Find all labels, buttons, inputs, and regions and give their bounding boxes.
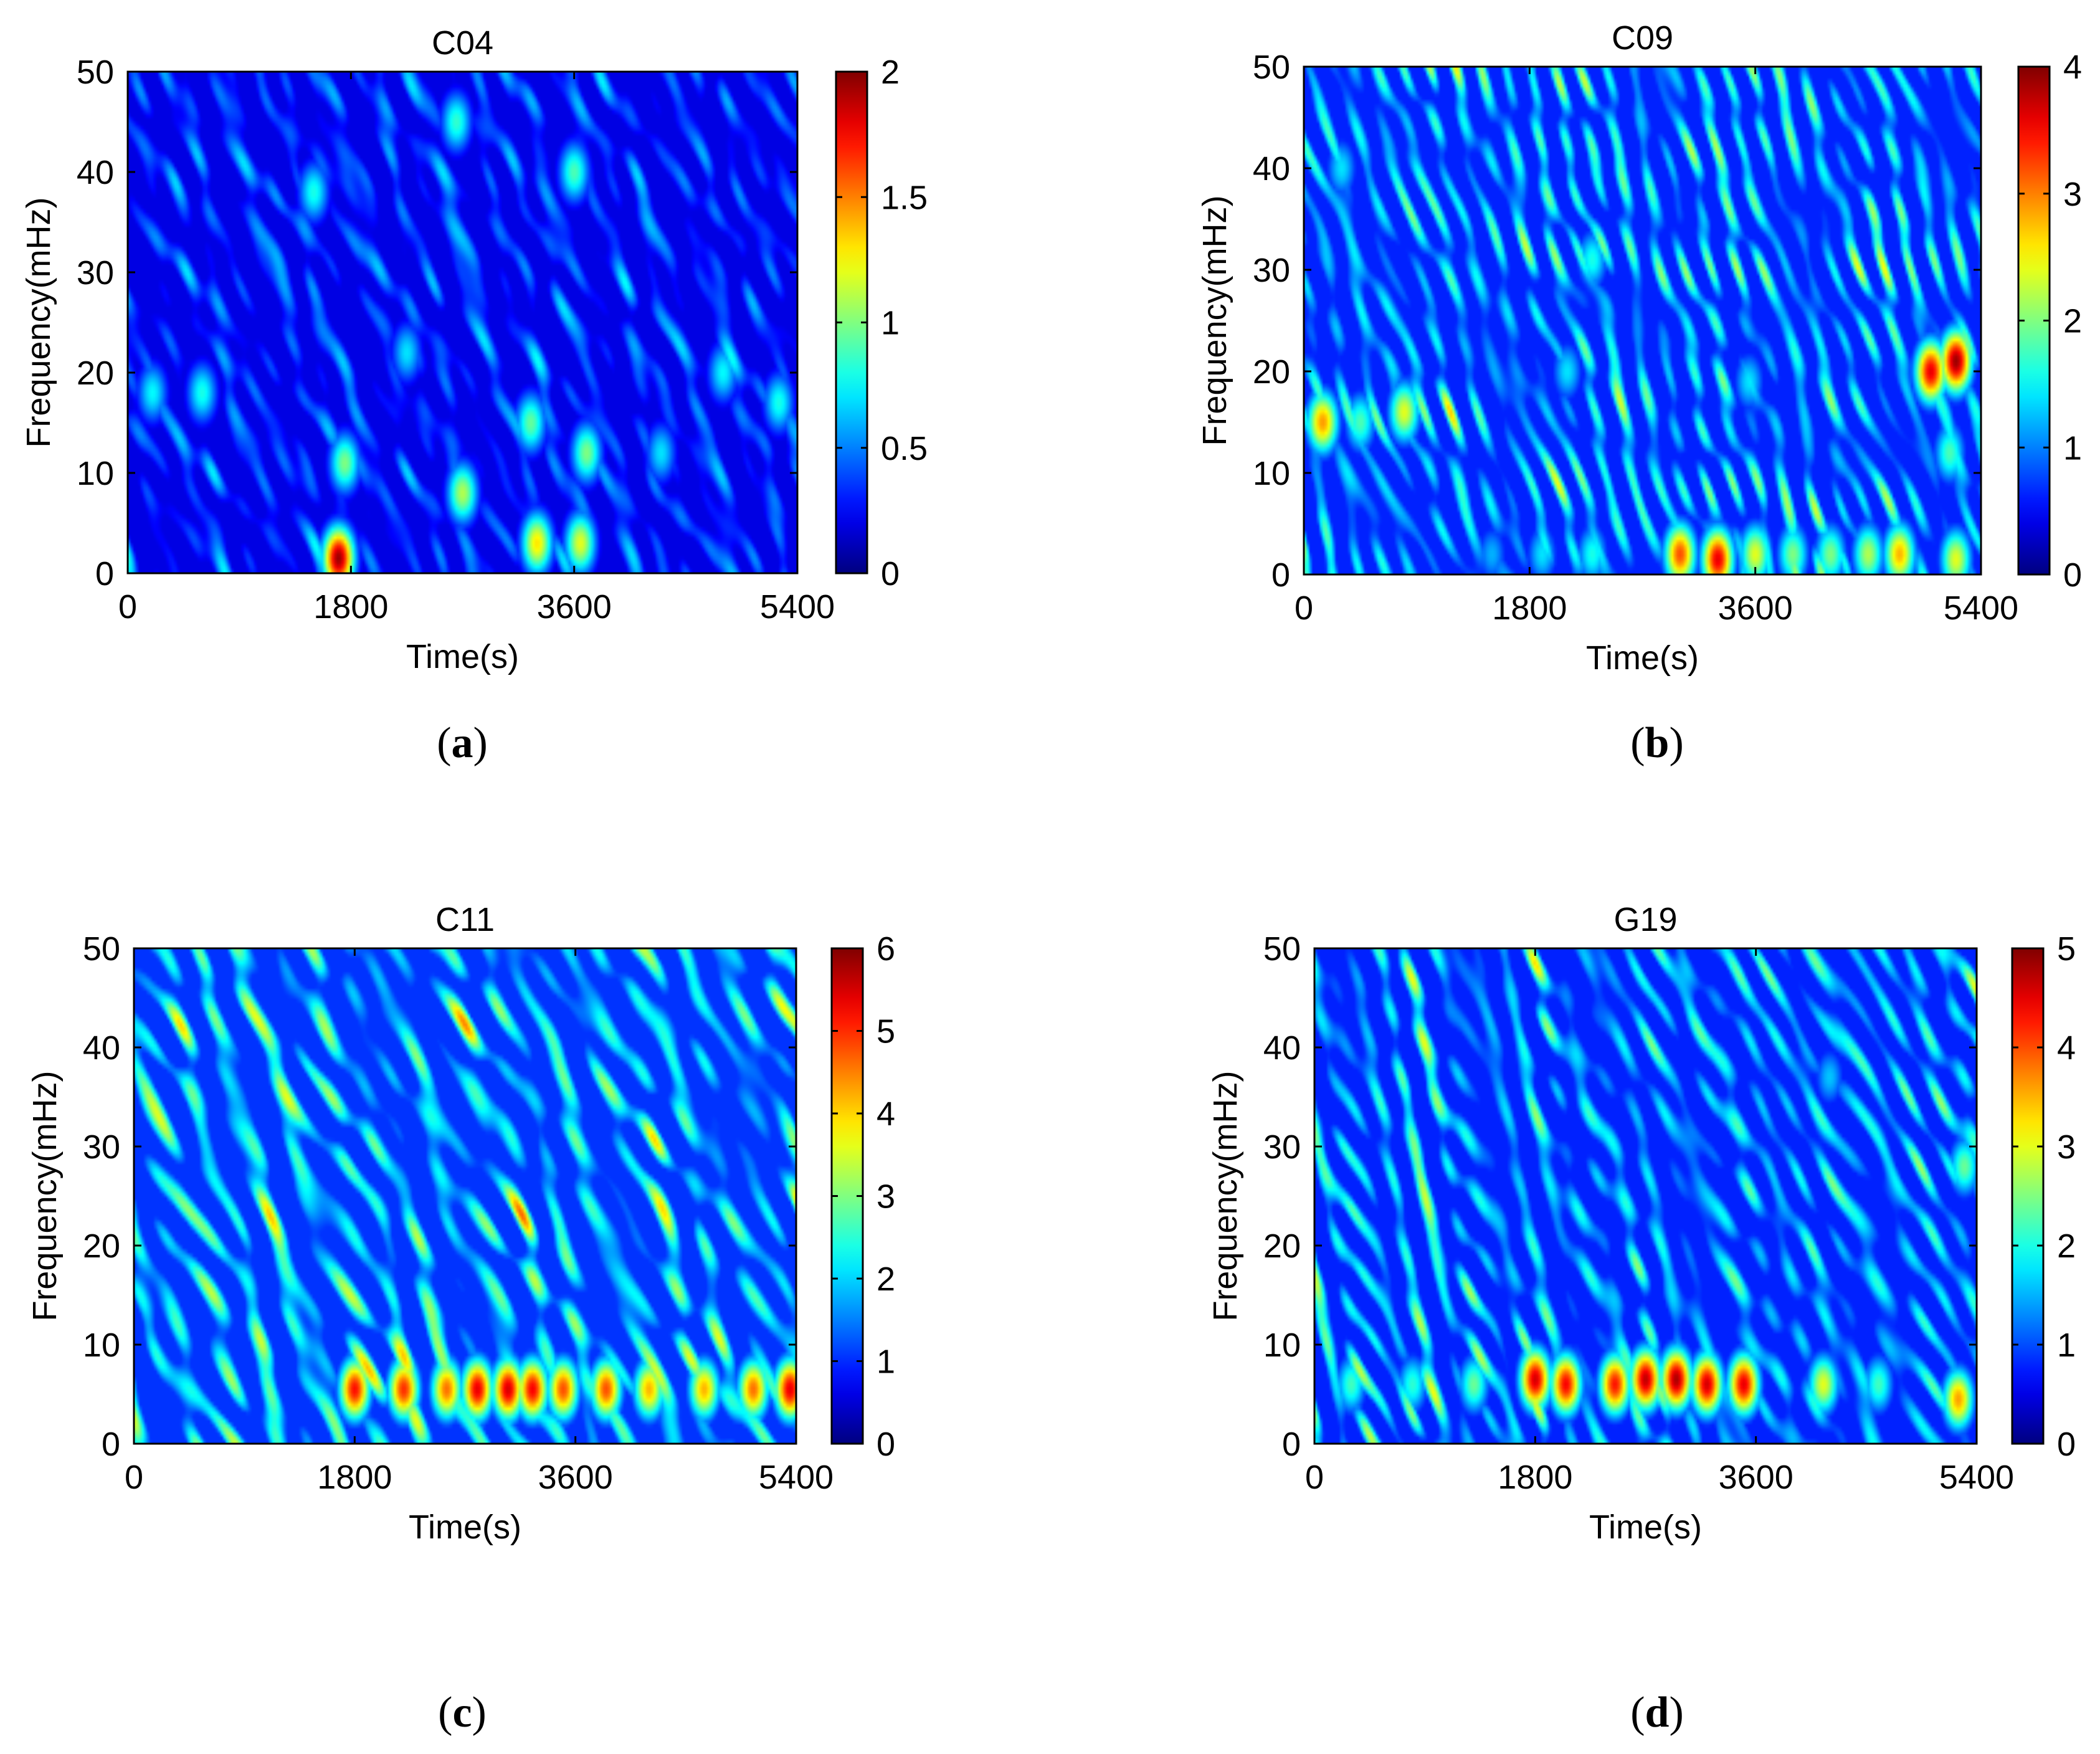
- panel-caption: (a): [437, 719, 488, 767]
- colorbar-tick-label: 0: [877, 1426, 895, 1463]
- panel-caption: (d): [1630, 1689, 1684, 1737]
- x-tick-label: 3600: [1719, 1459, 1794, 1496]
- colorbar-tick-label: 3: [877, 1178, 895, 1216]
- x-tick-label: 0: [1305, 1459, 1324, 1496]
- colorbar-tick-label: 6: [877, 930, 895, 968]
- y-tick-label: 20: [1263, 1227, 1301, 1265]
- y-tick-label: 20: [83, 1227, 120, 1265]
- heatmap-image: [1314, 948, 1977, 1444]
- heatmap-image: [1304, 67, 1981, 574]
- colorbar-tick-label: 0: [881, 555, 900, 593]
- chart-title: G19: [1613, 901, 1677, 938]
- y-axis-label: Frequency(mHz): [1196, 195, 1233, 446]
- y-tick-label: 50: [77, 54, 114, 91]
- y-axis-label: Frequency(mHz): [1207, 1070, 1244, 1321]
- y-tick-label: 0: [95, 555, 114, 593]
- colorbar-tick-label: 5: [877, 1013, 895, 1051]
- colorbar-tick-label: 1: [2063, 429, 2082, 467]
- colorbar-tick-label: 0.5: [881, 430, 928, 467]
- x-tick-label: 3600: [538, 1459, 613, 1496]
- y-tick-label: 0: [1271, 556, 1290, 594]
- y-tick-label: 10: [83, 1327, 120, 1364]
- colorbar-tick-label: 2: [877, 1261, 895, 1298]
- colorbar-tick-label: 3: [2057, 1128, 2076, 1166]
- y-tick-label: 30: [1253, 252, 1290, 289]
- y-tick-label: 20: [77, 355, 114, 392]
- y-tick-label: 50: [83, 930, 120, 968]
- colorbar-tick-label: 2: [2057, 1227, 2076, 1265]
- y-tick-label: 20: [1253, 353, 1290, 391]
- chart-title: C04: [432, 24, 493, 62]
- y-axis-label: Frequency(mHz): [26, 1070, 64, 1321]
- plot-frame: [133, 947, 797, 1445]
- x-tick-label: 5400: [1944, 589, 2018, 627]
- y-axis-label: Frequency(mHz): [20, 197, 57, 447]
- colorbar-tick-label: 4: [2057, 1029, 2076, 1067]
- y-tick-label: 10: [77, 455, 114, 492]
- panel-letter: a: [452, 719, 473, 767]
- colorbar-tick-label: 4: [877, 1095, 895, 1133]
- panel-letter: b: [1645, 719, 1670, 767]
- colorbar-tick-label: 2: [881, 54, 900, 91]
- colorbar-tick-label: 0: [2063, 556, 2082, 594]
- y-tick-label: 30: [83, 1128, 120, 1166]
- x-tick-label: 0: [125, 1459, 143, 1496]
- x-tick-label: 5400: [760, 588, 835, 626]
- x-tick-label: 1800: [1492, 589, 1567, 627]
- colorbar-tick-label: 5: [2057, 930, 2076, 968]
- panel-letter: c: [452, 1689, 472, 1737]
- chart-title: C11: [435, 901, 495, 938]
- colorbar-tick-label: 4: [2063, 49, 2082, 86]
- y-tick-label: 40: [1263, 1029, 1301, 1067]
- colorbar-tick-label: 1: [2057, 1327, 2076, 1364]
- colorbar-tick-label: 1.5: [881, 179, 928, 216]
- y-tick-label: 30: [77, 254, 114, 292]
- x-tick-label: 1800: [313, 588, 388, 626]
- x-axis-label: Time(s): [406, 638, 519, 675]
- colorbar-tick-label: 1: [877, 1343, 895, 1381]
- chart-title: C09: [1612, 19, 1673, 57]
- x-tick-label: 3600: [1718, 589, 1793, 627]
- colorbar-frame: [2011, 947, 2045, 1445]
- colorbar: [2012, 948, 2043, 1444]
- x-tick-label: 0: [1295, 589, 1313, 627]
- y-tick-label: 0: [1282, 1426, 1301, 1463]
- colorbar-tick-label: 1: [881, 305, 900, 342]
- x-tick-label: 5400: [759, 1459, 834, 1496]
- y-tick-label: 50: [1253, 49, 1290, 86]
- y-tick-label: 30: [1263, 1128, 1301, 1166]
- x-tick-label: 1800: [1498, 1459, 1572, 1496]
- y-tick-label: 40: [1253, 150, 1290, 188]
- heatmap-image: [134, 948, 796, 1444]
- y-tick-label: 40: [83, 1029, 120, 1067]
- plot-frame: [1313, 947, 1978, 1445]
- heatmap-image: [128, 72, 797, 573]
- panel-letter: d: [1645, 1689, 1670, 1737]
- x-axis-label: Time(s): [409, 1509, 521, 1546]
- x-tick-label: 5400: [1939, 1459, 2014, 1496]
- y-tick-label: 40: [77, 154, 114, 191]
- panel-caption: (c): [438, 1689, 487, 1737]
- x-tick-label: 0: [118, 588, 137, 626]
- colorbar-tick-label: 3: [2063, 176, 2082, 213]
- y-tick-label: 10: [1263, 1327, 1301, 1364]
- x-tick-label: 3600: [537, 588, 612, 626]
- panel-caption: (b): [1630, 719, 1684, 767]
- y-tick-label: 10: [1253, 455, 1290, 492]
- plot-frame: [126, 70, 799, 574]
- plot-frame: [1303, 65, 1982, 576]
- colorbar-tick-label: 2: [2063, 303, 2082, 340]
- y-tick-label: 0: [102, 1426, 120, 1463]
- x-axis-label: Time(s): [1589, 1509, 1702, 1546]
- colorbar-tick-label: 0: [2057, 1426, 2076, 1463]
- x-axis-label: Time(s): [1586, 639, 1699, 677]
- x-tick-label: 1800: [317, 1459, 392, 1496]
- y-tick-label: 50: [1263, 930, 1301, 968]
